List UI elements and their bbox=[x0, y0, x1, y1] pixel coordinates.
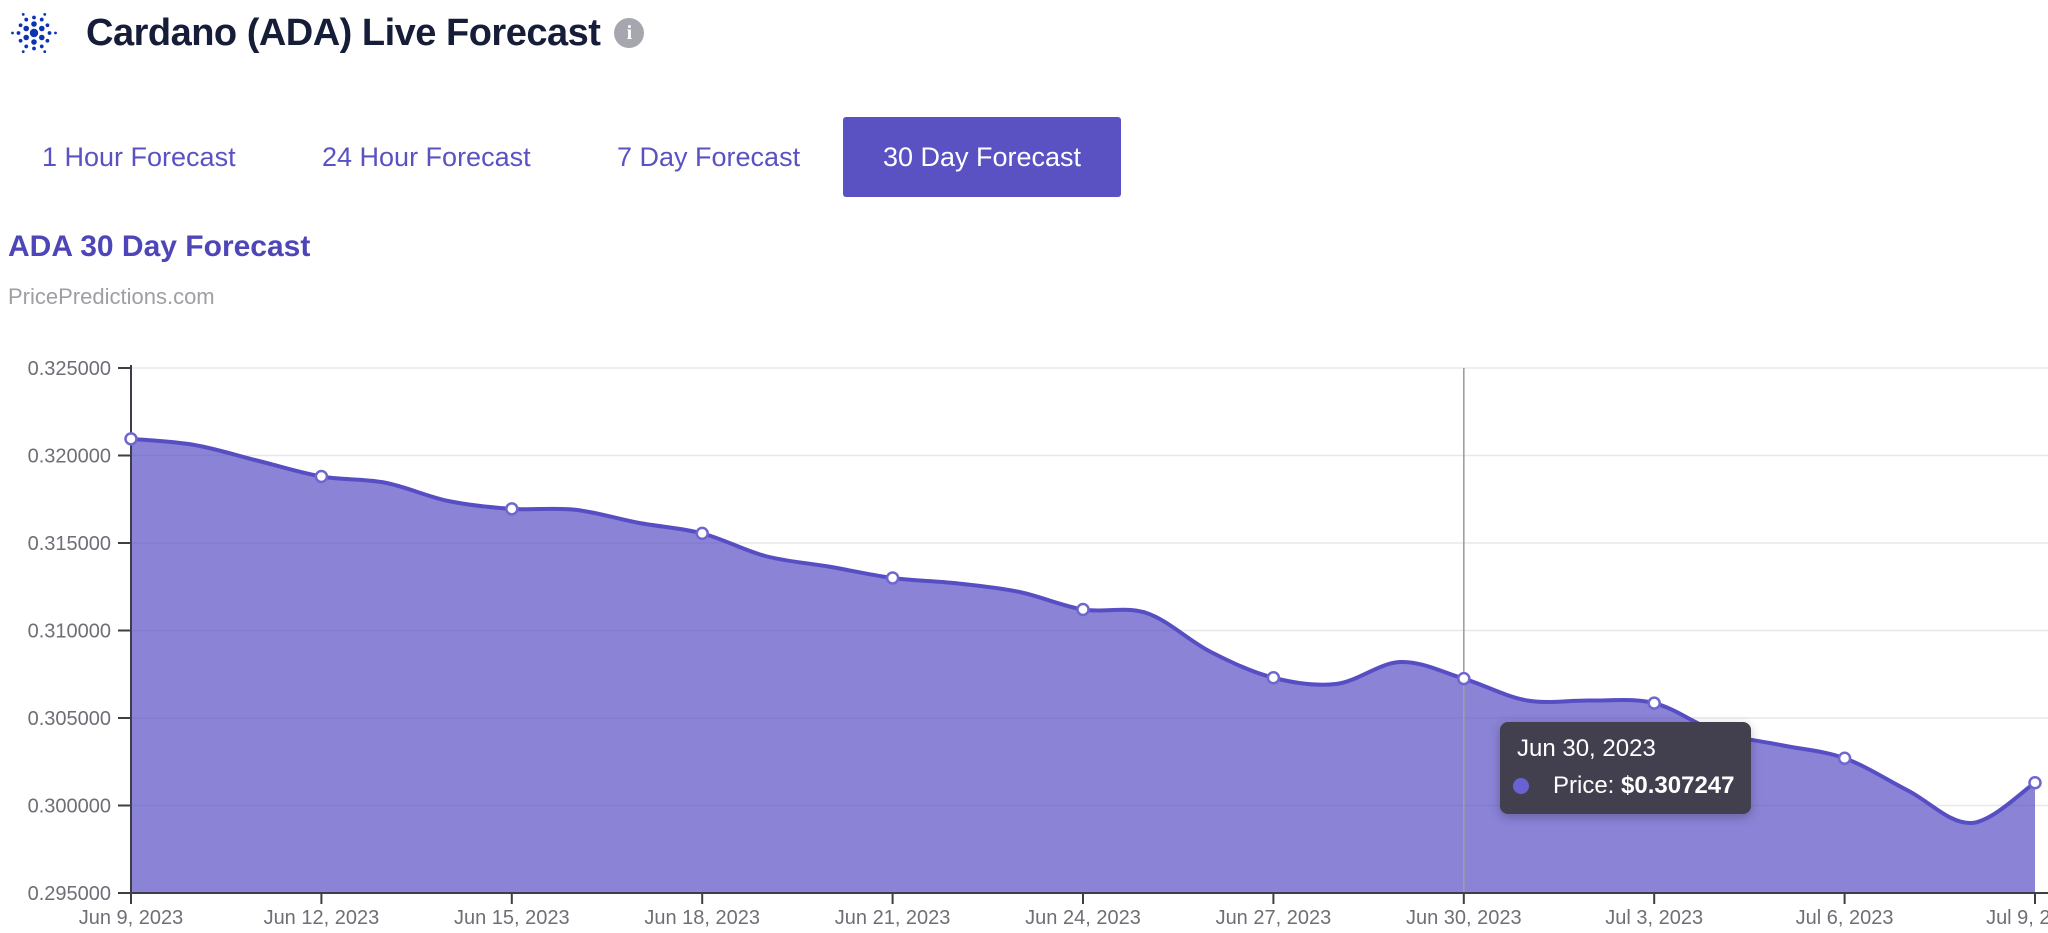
tab-7-day-forecast[interactable]: 7 Day Forecast bbox=[617, 141, 801, 172]
logo-dot bbox=[21, 50, 25, 54]
forecast-area-fill bbox=[131, 438, 2035, 893]
page-header: Cardano (ADA) Live Forecast i bbox=[0, 0, 645, 66]
info-icon[interactable]: i bbox=[614, 18, 645, 48]
x-tick-label: Jul 6, 2023 bbox=[1796, 907, 1894, 929]
data-point-marker[interactable] bbox=[1457, 671, 1471, 686]
logo-dot bbox=[24, 44, 29, 49]
logo-dot bbox=[16, 31, 21, 35]
logo-dot bbox=[43, 50, 47, 54]
tab-24-hour-forecast[interactable]: 24 Hour Forecast bbox=[322, 141, 531, 172]
data-point-marker[interactable] bbox=[1076, 602, 1090, 617]
logo-dot bbox=[18, 38, 23, 43]
logo-dot bbox=[31, 39, 37, 45]
logo-dot bbox=[11, 31, 14, 35]
logo-dot bbox=[18, 23, 23, 28]
logo-dot bbox=[24, 17, 29, 22]
x-tick-label: Jul 9, 2023 bbox=[1986, 907, 2048, 929]
x-tick-label: Jun 27, 2023 bbox=[1216, 907, 1332, 929]
logo-dot bbox=[54, 31, 57, 35]
y-tick-label: 0.300000 bbox=[28, 796, 111, 818]
x-tick-label: Jun 21, 2023 bbox=[835, 907, 951, 929]
chart-title: ADA 30 Day Forecast bbox=[8, 230, 311, 263]
series-dot-icon bbox=[1513, 778, 1529, 794]
tooltip-price-value: $0.307247 bbox=[1621, 772, 1735, 799]
tooltip-price: Price: $0.307247 bbox=[1553, 772, 1734, 800]
logo-dot bbox=[39, 17, 44, 22]
logo-dot bbox=[45, 38, 50, 43]
logo-dot bbox=[47, 31, 52, 35]
data-point-marker[interactable] bbox=[1647, 696, 1661, 710]
logo-dot bbox=[38, 25, 45, 32]
data-point-marker[interactable] bbox=[505, 502, 519, 516]
x-tick-label: Jun 15, 2023 bbox=[454, 907, 570, 929]
chart-source: PricePredictions.com bbox=[8, 284, 215, 309]
y-tick-label: 0.325000 bbox=[28, 358, 111, 380]
tab-30-day-forecast[interactable]: 30 Day Forecast bbox=[843, 117, 1121, 197]
tooltip-date: Jun 30, 2023 bbox=[1517, 735, 1656, 762]
logo-dot bbox=[32, 46, 36, 51]
cardano-logo-icon bbox=[11, 12, 57, 54]
data-point-marker[interactable] bbox=[2028, 776, 2042, 790]
y-tick-label: 0.310000 bbox=[28, 621, 111, 643]
y-tick-label: 0.315000 bbox=[28, 533, 111, 555]
logo-dot bbox=[31, 21, 37, 27]
logo-dot bbox=[29, 28, 39, 38]
data-point-marker[interactable] bbox=[1837, 751, 1852, 765]
data-point-marker[interactable] bbox=[314, 469, 329, 484]
y-tick-label: 0.320000 bbox=[28, 446, 111, 468]
tab-1-hour-forecast[interactable]: 1 Hour Forecast bbox=[42, 141, 236, 172]
data-point-marker[interactable] bbox=[695, 526, 709, 541]
logo-dot bbox=[45, 23, 50, 28]
logo-dot bbox=[32, 15, 36, 20]
x-tick-label: Jun 30, 2023 bbox=[1406, 907, 1522, 929]
x-tick-label: Jun 12, 2023 bbox=[264, 907, 380, 929]
y-tick-label: 0.305000 bbox=[28, 708, 111, 730]
y-tick-label: 0.295000 bbox=[28, 883, 111, 905]
tooltip-price-label: Price: bbox=[1553, 772, 1615, 799]
data-point-marker[interactable] bbox=[885, 571, 900, 585]
logo-dot bbox=[43, 12, 47, 16]
x-tick-label: Jul 3, 2023 bbox=[1605, 907, 1703, 929]
logo-dot bbox=[39, 44, 44, 49]
forecast-area-chart[interactable]: 0.325000 0.320000 0.315000 0.310000 0.305000… bbox=[0, 350, 2048, 933]
data-point-marker[interactable] bbox=[124, 432, 138, 446]
page-title: Cardano (ADA) Live Forecast bbox=[86, 11, 601, 54]
x-tick-label: Jun 18, 2023 bbox=[644, 907, 760, 929]
x-tick-label: Jun 24, 2023 bbox=[1025, 907, 1141, 929]
chart-tooltip: Jun 30, 2023 Price: $0.307247 bbox=[1500, 722, 1752, 814]
logo-dot bbox=[23, 34, 30, 41]
logo-dot bbox=[23, 25, 30, 32]
x-tick-label: Jun 9, 2023 bbox=[79, 907, 184, 929]
logo-dot bbox=[38, 34, 45, 41]
logo-dot bbox=[21, 12, 25, 16]
data-point-marker[interactable] bbox=[1266, 671, 1281, 685]
